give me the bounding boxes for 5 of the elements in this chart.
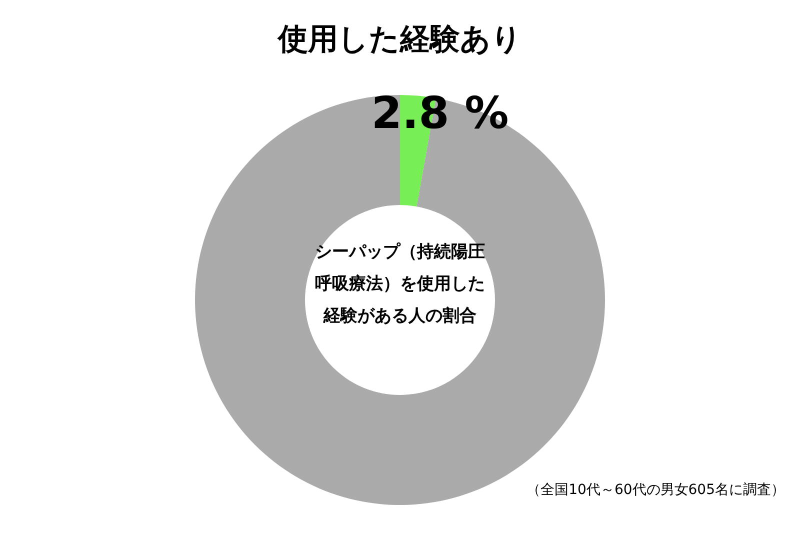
text: シーパップ（持続陽圧呼吸療法）を使用した経験がある人の割合 [314, 241, 486, 328]
text: （全国10代～60代の男女605名に調査） [526, 482, 785, 498]
data-label: 2.8 % [371, 88, 509, 139]
donut-slice [195, 95, 605, 505]
slice-label: 使用した経験あり [277, 22, 522, 57]
